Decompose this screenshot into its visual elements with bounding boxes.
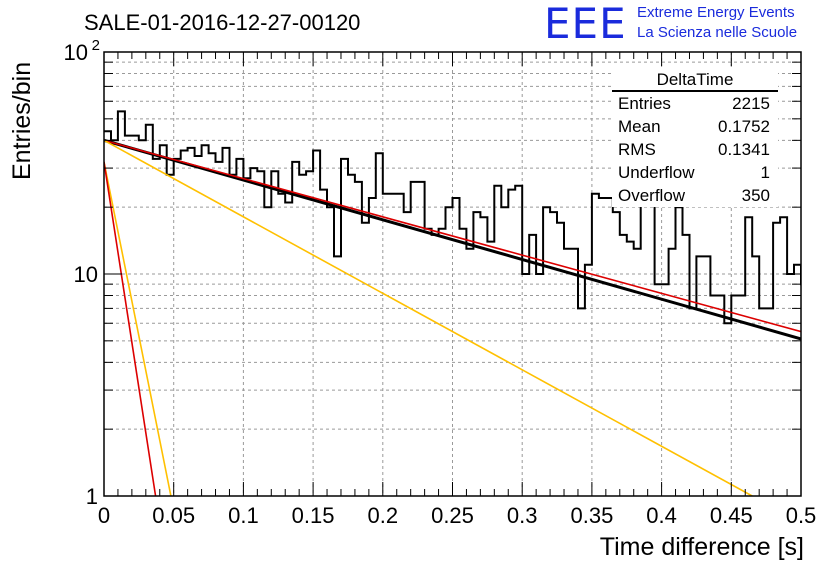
stats-title: DeltaTime <box>612 70 778 92</box>
x-tick-label: 0.05 <box>152 503 195 528</box>
logo-line1: Extreme Energy Events <box>637 4 795 21</box>
x-tick-label: 0.4 <box>646 503 677 528</box>
fit-line <box>104 139 753 496</box>
stats-row-overflow: Overflow 350 <box>612 184 778 207</box>
x-tick-label: 0.45 <box>710 503 753 528</box>
fit-line <box>104 161 157 496</box>
logo-line2: La Scienza nelle Scuole <box>637 24 798 41</box>
fit-line <box>104 138 801 341</box>
stats-label: Mean <box>618 117 661 136</box>
x-tick-label: 0.1 <box>228 503 259 528</box>
x-tick-label: 0.5 <box>786 503 817 528</box>
eee-logo-mark: EEE <box>544 0 627 48</box>
x-tick-label: 0.3 <box>507 503 538 528</box>
stats-value: 0.1752 <box>718 117 770 136</box>
x-tick-label: 0.2 <box>368 503 399 528</box>
x-axis-label: Time difference [s] <box>599 533 804 561</box>
stats-row-entries: Entries 2215 <box>612 92 778 115</box>
stats-label: RMS <box>618 140 656 159</box>
y-tick-label: 10 <box>64 40 88 65</box>
stats-value: 1 <box>760 163 770 182</box>
y-tick-label: 1 <box>86 484 98 509</box>
fit-line <box>104 161 172 496</box>
x-tick-label: 0.25 <box>431 503 474 528</box>
stats-row-underflow: Underflow 1 <box>612 161 778 184</box>
stats-label: Entries <box>618 94 671 113</box>
y-tick-label: 10 <box>74 262 98 287</box>
stats-value: 0.1341 <box>718 140 770 159</box>
stats-row-mean: Mean 0.1752 <box>612 115 778 138</box>
stats-box: DeltaTime Entries 2215 Mean 0.1752 RMS 0… <box>612 70 778 207</box>
stats-label: Overflow <box>618 186 686 205</box>
stats-value: 350 <box>741 186 770 205</box>
x-tick-label: 0.35 <box>570 503 613 528</box>
y-tick-exponent: 2 <box>92 37 100 54</box>
stats-row-rms: RMS 0.1341 <box>612 138 778 161</box>
histogram-series <box>104 110 801 325</box>
stats-label: Underflow <box>618 163 695 182</box>
x-tick-label: 0 <box>98 503 110 528</box>
fit-line <box>104 139 801 333</box>
chart-title: SALE-01-2016-12-27-00120 <box>84 10 361 35</box>
y-axis-label: Entries/bin <box>8 61 36 180</box>
x-tick-label: 0.15 <box>292 503 335 528</box>
stats-value: 2215 <box>732 94 770 113</box>
